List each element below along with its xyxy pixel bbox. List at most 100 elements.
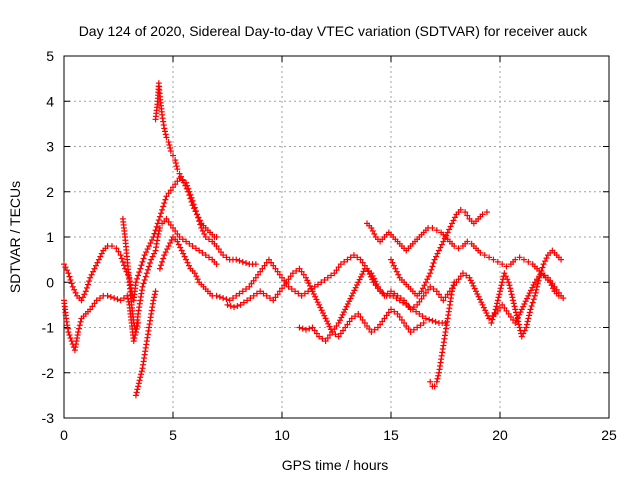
data-point <box>167 240 174 247</box>
data-point <box>450 282 457 289</box>
data-point <box>296 265 303 272</box>
data-point <box>156 213 163 220</box>
data-point <box>326 323 333 330</box>
data-point <box>289 270 296 277</box>
data-point <box>528 303 535 310</box>
data-point <box>558 256 565 263</box>
data-point <box>523 324 530 331</box>
data-point <box>97 253 104 260</box>
data-point <box>233 256 240 263</box>
data-point <box>167 187 174 194</box>
data-point <box>443 232 450 239</box>
data-point <box>202 252 209 259</box>
data-point <box>283 279 290 286</box>
series-track-e <box>119 215 142 336</box>
data-point <box>455 245 462 252</box>
data-point <box>189 243 196 250</box>
data-point <box>114 296 121 303</box>
data-point <box>186 192 193 199</box>
data-point <box>306 282 313 289</box>
data-point <box>148 237 155 244</box>
data-point <box>550 285 557 292</box>
data-point <box>191 270 198 277</box>
data-point <box>540 261 547 268</box>
data-point <box>193 211 200 218</box>
data-point <box>520 330 527 337</box>
data-point <box>196 247 203 254</box>
data-point <box>467 277 474 284</box>
data-point <box>322 338 329 345</box>
data-point <box>497 285 504 292</box>
data-point <box>318 307 325 314</box>
data-point <box>410 304 417 311</box>
data-point <box>410 326 417 333</box>
data-point <box>295 290 302 297</box>
data-point <box>253 290 260 297</box>
series-track-b <box>61 175 259 304</box>
data-point <box>146 243 153 250</box>
data-point <box>416 298 423 305</box>
data-point <box>509 294 516 301</box>
data-point <box>369 227 376 234</box>
data-point <box>513 312 520 319</box>
data-point <box>431 256 438 263</box>
data-point <box>159 206 166 213</box>
data-point <box>285 283 292 290</box>
series-track-c <box>132 288 159 399</box>
data-point <box>373 281 380 288</box>
data-point <box>155 217 162 224</box>
data-point <box>151 291 158 298</box>
data-point <box>488 319 495 326</box>
data-point <box>427 270 434 277</box>
data-point <box>537 271 544 278</box>
data-point <box>413 308 420 315</box>
data-point <box>495 294 502 301</box>
data-point <box>507 285 514 292</box>
data-point <box>167 221 174 228</box>
data-point <box>342 324 349 331</box>
data-point <box>405 326 412 333</box>
data-point <box>480 304 487 311</box>
data-point <box>414 324 421 331</box>
data-point <box>313 330 320 337</box>
data-point <box>148 256 155 263</box>
data-point <box>161 125 168 132</box>
data-point <box>530 281 537 288</box>
data-point <box>451 279 458 286</box>
data-point <box>298 268 305 275</box>
data-point <box>403 300 410 307</box>
data-point <box>455 276 462 283</box>
data-point <box>193 273 200 280</box>
data-point <box>510 297 517 304</box>
data-point <box>244 297 251 304</box>
data-point <box>368 270 375 277</box>
data-point <box>477 249 484 256</box>
data-point <box>527 287 534 294</box>
data-point <box>340 327 347 334</box>
data-point <box>231 304 238 311</box>
data-point <box>331 270 338 277</box>
data-point <box>66 332 73 339</box>
data-point <box>179 176 186 183</box>
data-point <box>529 284 536 291</box>
data-point <box>421 282 428 289</box>
data-point <box>87 274 94 281</box>
data-point <box>236 257 243 264</box>
data-point <box>337 330 344 337</box>
data-point <box>416 310 423 317</box>
data-point <box>434 250 441 257</box>
data-point <box>339 311 346 318</box>
data-point <box>199 227 206 234</box>
data-point <box>319 310 326 317</box>
data-point <box>494 300 501 307</box>
data-point <box>186 240 193 247</box>
data-point <box>371 230 378 237</box>
data-point <box>162 128 169 135</box>
grid <box>64 56 609 418</box>
data-point <box>94 259 101 266</box>
data-point <box>512 306 519 313</box>
data-point <box>261 262 268 269</box>
data-point <box>268 259 275 266</box>
data-point <box>158 262 165 269</box>
data-point <box>524 318 531 325</box>
